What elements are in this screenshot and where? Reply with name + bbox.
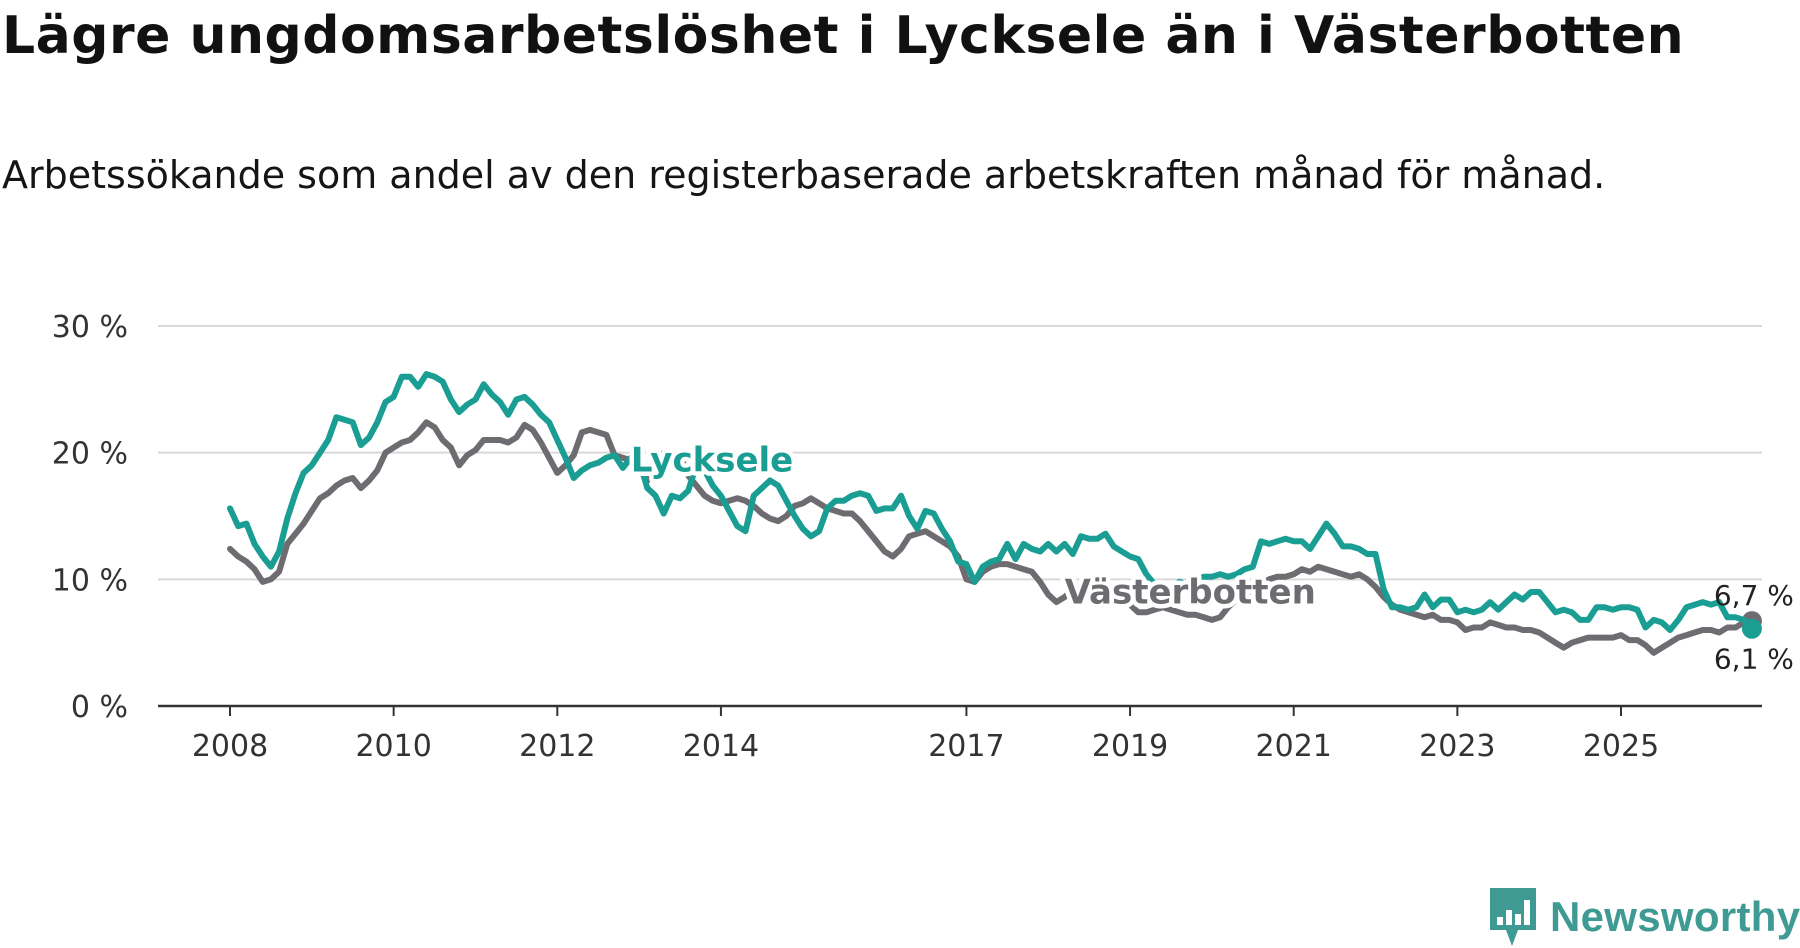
y-tick-label: 0 % bbox=[71, 690, 128, 725]
x-tick-label: 2023 bbox=[1419, 729, 1495, 764]
series-name-label-lycksele: Lycksele bbox=[631, 441, 793, 481]
series-line-lycksele bbox=[227, 371, 1755, 633]
newsworthy-logo-icon bbox=[1490, 888, 1536, 946]
x-axis-ticks: 2008 2010 2012 2014 2017 2019 2021 2023 2025 bbox=[192, 706, 1659, 764]
x-tick-label: 2008 bbox=[192, 729, 268, 764]
x-tick-label: 2012 bbox=[519, 729, 595, 764]
x-tick-label: 2019 bbox=[1092, 729, 1168, 764]
end-value-label-lycksele: 6,1 % bbox=[1714, 643, 1794, 676]
chart-title: Lägre ungdomsarbetslöshet i Lycksele än … bbox=[2, 6, 1685, 66]
series-labels: Lycksele Västerbotten 6,1 % 6,7 % bbox=[626, 436, 1794, 676]
chart-subtitle: Arbetssökande som andel av den registerb… bbox=[2, 153, 1606, 197]
brand-name: Newsworthy bbox=[1550, 893, 1800, 940]
x-tick-label: 2010 bbox=[355, 729, 431, 764]
series-name-label-västerbotten: Västerbotten bbox=[1065, 572, 1316, 612]
y-tick-label: 20 % bbox=[52, 437, 128, 472]
y-tick-label: 30 % bbox=[52, 310, 128, 345]
x-tick-label: 2025 bbox=[1583, 729, 1659, 764]
x-tick-label: 2017 bbox=[928, 729, 1004, 764]
x-tick-label: 2021 bbox=[1256, 729, 1332, 764]
series-lines bbox=[227, 371, 1762, 656]
x-tick-label: 2014 bbox=[683, 729, 759, 764]
y-tick-label: 10 % bbox=[52, 563, 128, 598]
series-line-västerbotten bbox=[227, 419, 1755, 656]
series-end-dot-lycksele bbox=[1741, 618, 1762, 639]
end-value-label-västerbotten: 6,7 % bbox=[1714, 579, 1794, 612]
y-axis-ticks: 0 % 10 % 20 % 30 % bbox=[52, 310, 128, 725]
newsworthy-brand: Newsworthy bbox=[1488, 888, 1800, 946]
gridlines bbox=[158, 325, 1762, 708]
